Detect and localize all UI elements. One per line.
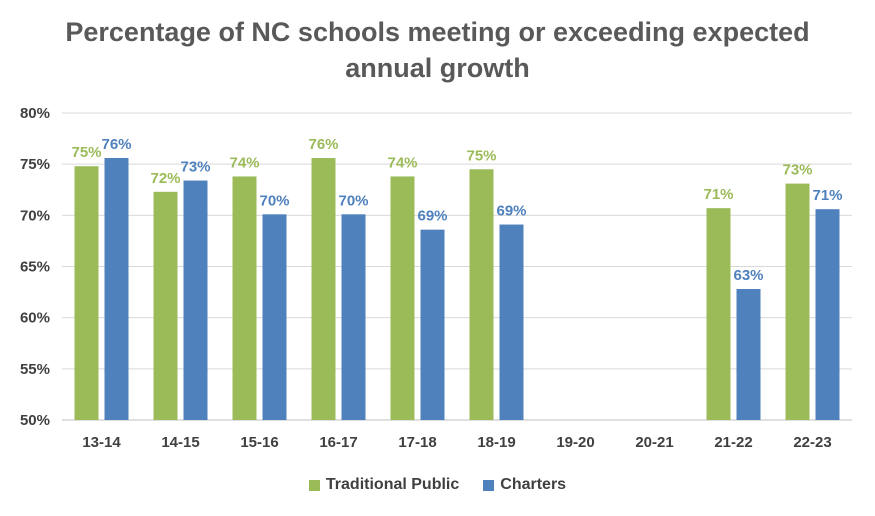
- data-label: 74%: [229, 154, 259, 171]
- data-label: 70%: [259, 192, 289, 209]
- data-label: 76%: [308, 136, 338, 153]
- x-tick-label: 21-22: [714, 434, 752, 451]
- legend-item-traditional-public[interactable]: Traditional Public: [308, 476, 460, 494]
- x-tick-label: 22-23: [793, 434, 831, 451]
- bar-charters: [815, 209, 840, 420]
- data-label: 76%: [101, 136, 131, 153]
- bar-charters: [104, 158, 129, 420]
- data-label: 69%: [417, 208, 447, 225]
- data-label: 75%: [466, 147, 496, 164]
- y-tick-label: 65%: [20, 259, 50, 276]
- data-label: 73%: [782, 162, 812, 179]
- legend-item-charters[interactable]: Charters: [483, 476, 566, 494]
- bar-traditional-public: [469, 169, 494, 420]
- x-tick-label: 18-19: [477, 434, 515, 451]
- y-tick-label: 55%: [20, 361, 50, 378]
- x-tick-label: 15-16: [240, 434, 278, 451]
- bar-charters: [736, 289, 761, 420]
- bar-traditional-public: [232, 176, 257, 420]
- chart-title: Percentage of NC schools meeting or exce…: [65, 17, 810, 83]
- x-tick-label: 14-15: [161, 434, 199, 451]
- legend-label-charters: Charters: [500, 476, 567, 493]
- bar-traditional-public: [311, 158, 336, 420]
- data-label: 74%: [387, 154, 417, 171]
- bar-charters: [420, 229, 445, 420]
- data-label: 63%: [733, 267, 763, 284]
- chart-legend: Traditional Public Charters: [0, 476, 875, 494]
- y-tick-label: 50%: [20, 412, 50, 429]
- data-label: 69%: [496, 203, 526, 220]
- data-label: 71%: [812, 187, 842, 204]
- data-label: 75%: [71, 144, 101, 161]
- x-tick-label: 17-18: [398, 434, 436, 451]
- bar-traditional-public: [74, 166, 99, 420]
- data-label: 71%: [703, 186, 733, 203]
- bar-charters: [341, 214, 366, 420]
- legend-swatch-traditional-public: [308, 479, 320, 491]
- y-tick-label: 70%: [20, 207, 50, 224]
- bar-charters: [499, 224, 524, 420]
- bar-traditional-public: [706, 208, 731, 420]
- x-tick-label: 13-14: [82, 434, 121, 451]
- data-label: 70%: [338, 192, 368, 209]
- bar-charters: [183, 180, 208, 420]
- legend-swatch-charters: [483, 479, 495, 491]
- y-tick-label: 75%: [20, 156, 50, 173]
- data-label: 73%: [180, 159, 210, 176]
- x-tick-label: 16-17: [319, 434, 357, 451]
- y-tick-label: 80%: [20, 105, 50, 122]
- bar-charters: [262, 214, 287, 420]
- bar-traditional-public: [153, 191, 178, 420]
- legend-label-traditional-public: Traditional Public: [325, 476, 460, 493]
- bar-traditional-public: [390, 176, 415, 420]
- bar-traditional-public: [785, 183, 810, 420]
- y-tick-label: 60%: [20, 310, 50, 327]
- x-tick-label: 20-21: [635, 434, 673, 451]
- data-label: 72%: [150, 170, 180, 187]
- x-tick-label: 19-20: [556, 434, 594, 451]
